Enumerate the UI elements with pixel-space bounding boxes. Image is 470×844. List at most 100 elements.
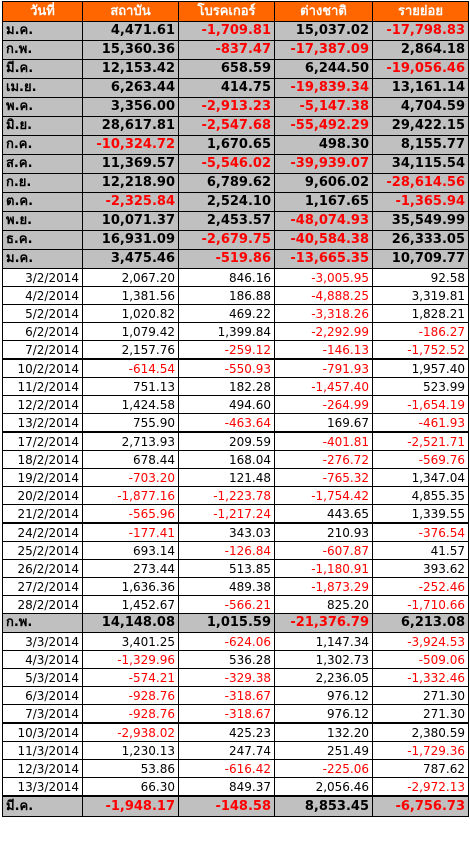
cell-date: 7/2/2014 xyxy=(2,340,83,360)
cell-institution: -1,948.17 xyxy=(82,795,179,817)
cell-broker: 513.85 xyxy=(178,559,275,578)
cell-broker: 1,399.84 xyxy=(178,322,275,341)
cell-retail: -17,798.83 xyxy=(372,21,469,41)
cell-retail: -1,752.52 xyxy=(372,340,469,360)
cell-foreign: 210.93 xyxy=(274,522,373,542)
cell-foreign: -2,292.99 xyxy=(274,322,373,341)
cell-institution: 12,218.90 xyxy=(82,173,179,193)
cell-retail: -1,365.94 xyxy=(372,192,469,212)
cell-date: 4/2/2014 xyxy=(2,286,83,305)
cell-date: 21/2/2014 xyxy=(2,504,83,524)
table-row: 21/2/2014 -565.96 -1,217.24 443.65 1,339.55 xyxy=(2,504,469,524)
cell-institution: 1,020.82 xyxy=(82,304,179,323)
table-row: 27/2/2014 1,636.36 489.38 -1,873.29 -252.46 xyxy=(2,577,469,596)
cell-retail: -1,332.46 xyxy=(372,668,469,687)
cell-foreign: -3,318.26 xyxy=(274,304,373,323)
table-row: 3/3/2014 3,401.25 -624.06 1,147.34 -3,924.53 xyxy=(2,632,469,651)
header-row: วันที่ สถาบัน โบรคเกอร์ ต่างชาติ รายย่อย xyxy=(2,1,469,22)
cell-institution: 3,475.46 xyxy=(82,249,179,269)
cell-foreign: -19,839.34 xyxy=(274,78,373,98)
cell-foreign: -276.72 xyxy=(274,450,373,469)
table-row: 12/3/2014 53.86 -616.42 -225.06 787.62 xyxy=(2,759,469,778)
cell-foreign: 2,236.05 xyxy=(274,668,373,687)
cell-foreign: -21,376.79 xyxy=(274,613,373,633)
cell-broker: -1,709.81 xyxy=(178,21,275,41)
cell-institution: 3,356.00 xyxy=(82,97,179,117)
cell-retail: 1,339.55 xyxy=(372,504,469,524)
month-row: พ.ย. 10,071.37 2,453.57 -48,074.93 35,549.99 xyxy=(2,211,469,231)
cell-broker: 209.59 xyxy=(178,431,275,451)
month-row: ธ.ค. 16,931.09 -2,679.75 -40,584.38 26,333.0… xyxy=(2,230,469,250)
cell-broker: 1,015.59 xyxy=(178,613,275,633)
table-row: 18/2/2014 678.44 168.04 -276.72 -569.76 xyxy=(2,450,469,469)
cell-institution: 2,713.93 xyxy=(82,431,179,451)
cell-institution: 1,424.58 xyxy=(82,395,179,414)
cell-institution: -1,877.16 xyxy=(82,486,179,505)
cell-date: ก.ค. xyxy=(2,135,83,155)
cell-foreign: 251.49 xyxy=(274,741,373,760)
cell-date: มี.ค. xyxy=(2,59,83,79)
cell-institution: 693.14 xyxy=(82,541,179,560)
cell-date: 3/3/2014 xyxy=(2,632,83,651)
cell-date: 6/3/2014 xyxy=(2,686,83,705)
table-row: 6/3/2014 -928.76 -318.67 976.12 271.30 xyxy=(2,686,469,705)
cell-foreign: -146.13 xyxy=(274,340,373,360)
cell-foreign: -791.93 xyxy=(274,358,373,378)
cell-date: ธ.ค. xyxy=(2,230,83,250)
cell-foreign: -607.87 xyxy=(274,541,373,560)
table-row: 13/2/2014 755.90 -463.64 169.67 -461.93 xyxy=(2,413,469,433)
cell-date: 6/2/2014 xyxy=(2,322,83,341)
cell-foreign: 132.20 xyxy=(274,722,373,742)
cell-institution: -177.41 xyxy=(82,522,179,542)
cell-retail: -1,654.19 xyxy=(372,395,469,414)
cell-retail: 26,333.05 xyxy=(372,230,469,250)
cell-broker: -1,223.78 xyxy=(178,486,275,505)
cell-institution: 3,401.25 xyxy=(82,632,179,651)
cell-foreign: 976.12 xyxy=(274,704,373,724)
cell-broker: 425.23 xyxy=(178,722,275,742)
table-row: 7/3/2014 -928.76 -318.67 976.12 271.30 xyxy=(2,704,469,724)
cell-institution: -614.54 xyxy=(82,358,179,378)
table-row: 6/2/2014 1,079.42 1,399.84 -2,292.99 -186.27 xyxy=(2,322,469,341)
cell-retail: 29,422.15 xyxy=(372,116,469,136)
cell-broker: -624.06 xyxy=(178,632,275,651)
month-row: เม.ย. 6,263.44 414.75 -19,839.34 13,161.14 xyxy=(2,78,469,98)
month-row: ต.ค. -2,325.84 2,524.10 1,167.65 -1,365.94 xyxy=(2,192,469,212)
cell-broker: -126.84 xyxy=(178,541,275,560)
cell-broker: 494.60 xyxy=(178,395,275,414)
cell-retail: 10,709.77 xyxy=(372,249,469,269)
table-row: 13/3/2014 66.30 849.37 2,056.46 -2,972.13 xyxy=(2,777,469,797)
cell-institution: 2,157.76 xyxy=(82,340,179,360)
cell-institution: 15,360.36 xyxy=(82,40,179,60)
cell-date: 26/2/2014 xyxy=(2,559,83,578)
cell-retail: -28,614.56 xyxy=(372,173,469,193)
cell-foreign: -40,584.38 xyxy=(274,230,373,250)
cell-date: 12/2/2014 xyxy=(2,395,83,414)
table-row: 11/2/2014 751.13 182.28 -1,457.40 523.99 xyxy=(2,377,469,396)
table-row: 5/3/2014 -574.21 -329.38 2,236.05 -1,332.46 xyxy=(2,668,469,687)
cell-foreign: 976.12 xyxy=(274,686,373,705)
cell-broker: 2,453.57 xyxy=(178,211,275,231)
cell-institution: 16,931.09 xyxy=(82,230,179,250)
cell-foreign: 1,167.65 xyxy=(274,192,373,212)
investor-flow-table: วันที่ สถาบัน โบรคเกอร์ ต่างชาติ รายย่อย… xyxy=(2,1,469,817)
cell-retail: -2,972.13 xyxy=(372,777,469,797)
cell-institution: -565.96 xyxy=(82,504,179,524)
cell-institution: 1,079.42 xyxy=(82,322,179,341)
cell-retail: 4,704.59 xyxy=(372,97,469,117)
cell-date: ส.ค. xyxy=(2,154,83,174)
cell-broker: -1,217.24 xyxy=(178,504,275,524)
month-row: พ.ค. 3,356.00 -2,913.23 -5,147.38 4,704.59 xyxy=(2,97,469,117)
cell-broker: 168.04 xyxy=(178,450,275,469)
cell-date: เม.ย. xyxy=(2,78,83,98)
cell-retail: 35,549.99 xyxy=(372,211,469,231)
cell-foreign: 825.20 xyxy=(274,595,373,614)
cell-institution: 1,381.56 xyxy=(82,286,179,305)
cell-institution: -928.76 xyxy=(82,686,179,705)
cell-retail: -509.06 xyxy=(372,650,469,669)
cell-broker: -318.67 xyxy=(178,686,275,705)
cell-institution: 14,148.08 xyxy=(82,613,179,633)
table-row: 26/2/2014 273.44 513.85 -1,180.91 393.62 xyxy=(2,559,469,578)
cell-retail: -6,756.73 xyxy=(372,795,469,817)
cell-date: ก.ย. xyxy=(2,173,83,193)
